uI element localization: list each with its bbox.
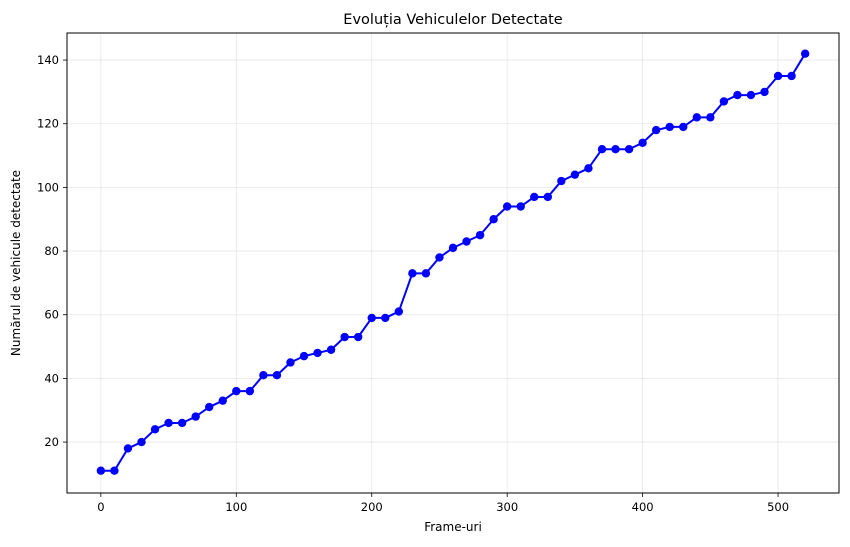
data-point [502,202,512,211]
data-point [679,122,688,132]
y-tick-label: 140 [37,53,59,67]
x-tick-label: 200 [361,500,383,514]
data-point [137,437,146,447]
data-point [421,269,431,278]
x-tick-label: 400 [632,500,654,514]
data-point [205,402,214,412]
data-point [394,307,404,316]
data-point [787,71,796,81]
x-axis-label: Frame-uri [424,520,482,534]
y-tick-label: 80 [44,244,59,258]
data-point [272,371,282,380]
data-point [408,269,417,278]
data-point [123,444,133,453]
plot-frame [66,32,840,494]
x-tick-label: 100 [225,500,247,514]
data-point [733,90,742,100]
data-point [475,230,485,240]
data-point [367,313,376,323]
data-point [638,138,647,148]
data-point [706,113,715,122]
data-point [651,125,661,135]
data-point [570,170,580,179]
data-point [760,87,769,97]
data-point [516,202,525,211]
data-point [96,466,106,475]
data-point [692,113,701,122]
y-tick-label: 20 [44,435,59,449]
data-point [353,332,363,342]
y-tick-label: 60 [44,308,59,322]
data-point [340,332,349,342]
y-tick-label: 120 [37,117,59,131]
data-point [448,243,458,253]
data-point [286,358,295,367]
data-point [232,386,241,396]
data-series [96,49,810,475]
data-point [597,144,607,154]
data-point [665,122,674,132]
chart-title: Evoluția Vehiculelor Detectate [343,12,562,28]
y-axis-label: Numărul de vehicule detectate [9,170,23,356]
data-point [543,192,553,202]
y-tick-label: 100 [37,180,59,194]
x-tick-label: 300 [496,500,518,514]
data-point [110,466,119,475]
x-tick-label: 0 [97,500,104,514]
data-point [313,348,322,358]
data-point [773,71,783,81]
data-point [557,176,566,186]
data-point [177,418,187,428]
data-point [326,345,336,354]
data-point [150,425,160,434]
y-tick-label: 40 [44,371,59,385]
data-point [611,144,620,154]
data-point [800,49,810,58]
data-point [584,164,593,173]
data-point [624,144,634,154]
data-point [462,237,471,246]
data-point [719,97,729,106]
data-point [435,253,444,262]
data-point [191,412,200,421]
data-point [259,371,268,380]
data-point [530,192,539,202]
data-point [489,215,498,224]
data-point [299,351,309,361]
data-point [245,386,255,396]
data-point [746,90,756,100]
data-point [218,396,227,405]
axis-ticks: 0 100 200 300 400 500 20 40 60 80 100 120 140 [37,53,789,514]
data-point [381,313,390,323]
data-point [164,418,173,428]
x-tick-label: 500 [767,500,789,514]
